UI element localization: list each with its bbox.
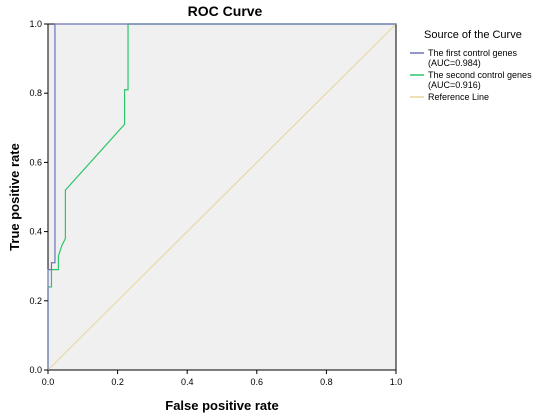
legend-label: The second control genes (428, 70, 532, 80)
y-tick-label: 0.6 (29, 157, 42, 167)
y-tick-label: 0.8 (29, 88, 42, 98)
y-tick-label: 0.4 (29, 227, 42, 237)
legend-entries: The first control genes(AUC=0.984)The se… (410, 48, 532, 102)
legend-label: The first control genes (428, 48, 518, 58)
x-tick-label: 0.2 (111, 377, 124, 387)
x-tick-label: 0.6 (251, 377, 264, 387)
x-tick-label: 0.4 (181, 377, 194, 387)
y-tick-label: 1.0 (29, 19, 42, 29)
x-axis-label: False positive rate (165, 398, 278, 413)
legend-label: Reference Line (428, 92, 489, 102)
x-axis-ticks: 0.0 0.2 0.4 0.6 0.8 1.0 (42, 370, 403, 387)
legend-label: (AUC=0.916) (428, 80, 481, 90)
y-axis-label: True positive rate (7, 143, 22, 251)
legend: Source of the Curve The first control ge… (410, 29, 532, 102)
legend-entry: The second control genes(AUC=0.916) (410, 70, 532, 90)
y-axis-ticks: 0.0 0.2 0.4 0.6 0.8 1.0 (29, 19, 48, 375)
legend-entry: Reference Line (410, 92, 489, 102)
chart-title: ROC Curve (188, 3, 263, 19)
legend-label: (AUC=0.984) (428, 58, 481, 68)
x-tick-label: 0.8 (320, 377, 333, 387)
legend-title: Source of the Curve (424, 29, 522, 41)
x-tick-label: 0.0 (42, 377, 55, 387)
y-tick-label: 0.0 (29, 365, 42, 375)
legend-entry: The first control genes(AUC=0.984) (410, 48, 518, 68)
x-tick-label: 1.0 (390, 377, 403, 387)
y-tick-label: 0.2 (29, 296, 42, 306)
